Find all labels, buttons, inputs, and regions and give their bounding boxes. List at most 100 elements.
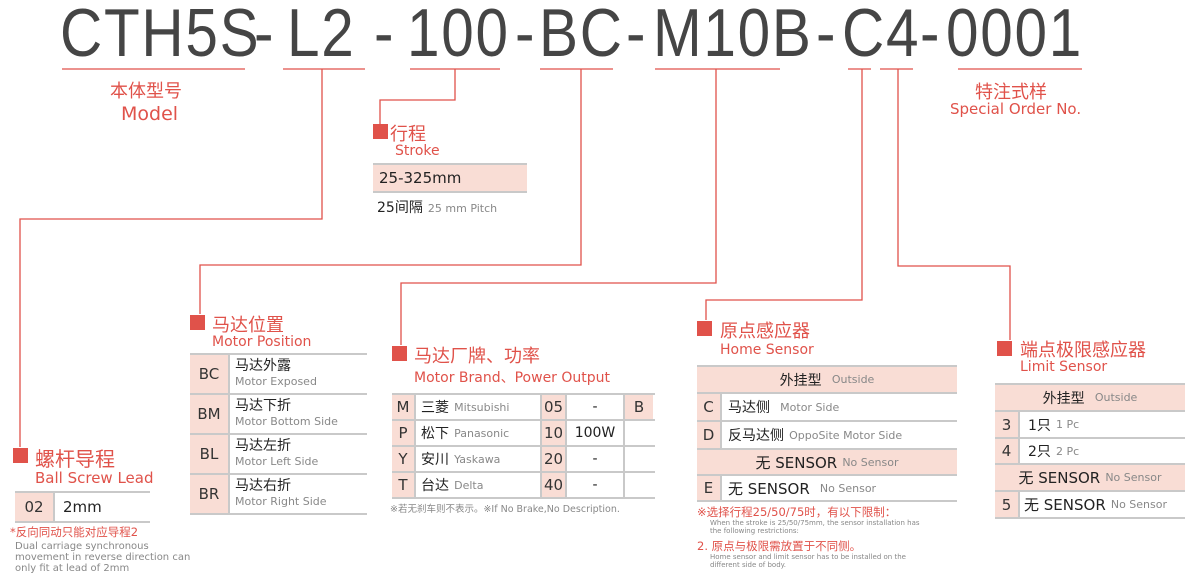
limit_sensor-header-cn: 外挂型 xyxy=(1042,390,1085,407)
bullet-square-icon xyxy=(190,315,205,330)
home_sensor-header2-en: No Sensor xyxy=(842,455,899,469)
motor_brand-rows-2-power: 20 xyxy=(542,447,567,471)
motor-brand-title: 马达厂牌、功率 xyxy=(414,346,540,367)
table-row: E 无 SENSOR No Sensor xyxy=(697,476,957,502)
home_sensor-rows-0-cn: 马达侧 xyxy=(728,400,770,416)
lead-note_en-0: Dual carriage synchronous xyxy=(15,541,149,552)
home-sensor-note1-en: When the stroke is 25/50/75mm, the senso… xyxy=(710,519,920,535)
motor_position-rows-1-cn: 马达下折 xyxy=(235,398,291,414)
table-row: BC 马达外露 Motor Exposed xyxy=(190,355,367,395)
motor_position-rows-1-code: BM xyxy=(190,395,230,433)
brake-code: B xyxy=(625,395,653,419)
code-motor-brand: M10B xyxy=(653,0,813,71)
bullet-square-icon xyxy=(997,341,1012,356)
code-lead: L2 xyxy=(287,0,356,71)
motor_brand-rows-2-en: Yaskawa xyxy=(454,452,501,466)
motor_brand-rows-0-en: Mitsubishi xyxy=(454,400,510,414)
model-label-en: Model xyxy=(121,103,179,125)
limit_sensor-rows-0-code: 3 xyxy=(995,412,1020,437)
model-label-cn: 本体型号 xyxy=(110,81,182,102)
lead-note_en-1: movement in reverse direction can xyxy=(15,552,191,563)
home_sensor-rows-0-en: Motor Side xyxy=(780,400,840,414)
motor_brand-rows-0-power: 05 xyxy=(542,395,567,419)
special-label-en: Special Order No. xyxy=(950,100,1082,118)
lead-title: 螺杆导程 xyxy=(35,447,115,471)
home-sensor-table: 外挂型 Outside C 马达侧 Motor Side D 反马达侧 OppoSi… xyxy=(697,365,957,502)
home_sensor-note2_en-0: Home sensor and limit sensor has to be i… xyxy=(710,553,906,561)
home-sensor-subtitle: Home Sensor xyxy=(720,342,814,358)
limit_sensor-rows-1-cn: 2只 xyxy=(1028,444,1051,460)
table-row: BR 马达右折 Motor Right Side xyxy=(190,475,367,515)
limit-sensor-subtitle: Limit Sensor xyxy=(1020,359,1108,375)
bullet-square-icon xyxy=(697,321,712,336)
table-row: M 三菱 Mitsubishi 05- B xyxy=(392,395,655,421)
code-dash: - xyxy=(515,0,537,71)
home-sensor-title: 原点感应器 xyxy=(720,321,810,342)
motor_position-rows-3-code: BR xyxy=(190,475,230,513)
home_sensor-rows2-0-en: No Sensor xyxy=(819,481,877,495)
lead-note-en: Dual carriage synchronous movement in rev… xyxy=(15,541,190,574)
limit_sensor-header-en: Outside xyxy=(1094,391,1138,404)
motor_brand-rows-3-power: 40 xyxy=(542,473,567,497)
home_sensor-header2-cn: 无 SENSOR xyxy=(755,453,838,472)
lead-subtitle: Ball Screw Lead xyxy=(35,469,154,487)
table-row: D 反马达侧 OppoSite Motor Side xyxy=(697,422,957,450)
home_sensor-rows-1-code: D xyxy=(697,422,722,448)
table-row: P 松下 Panasonic 10 100W xyxy=(392,421,655,447)
motor_brand-rows-0-watt: - xyxy=(567,395,625,419)
table-row: T 台达 Delta 40- xyxy=(392,473,655,499)
home_sensor-rows2-0-code: E xyxy=(697,476,722,500)
code-dash: - xyxy=(816,0,838,71)
table-row: BM 马达下折 Motor Bottom Side xyxy=(190,395,367,435)
motor_brand-rows-1-code: P xyxy=(392,421,416,445)
bullet-square-icon xyxy=(13,448,28,463)
motor_position-rows-2-code: BL xyxy=(190,435,230,473)
limit_sensor-header2-en: No Sensor xyxy=(1105,471,1162,484)
motor_position-rows-3-en: Motor Right Side xyxy=(235,495,327,508)
code-dash: - xyxy=(254,0,276,71)
home_sensor-rows-1-en: OppoSite Motor Side xyxy=(789,428,903,442)
limit-sensor-title: 端点极限感应器 xyxy=(1020,340,1146,361)
home-sensor-note2: 2. 原点与极限需放置于不同侧。 xyxy=(697,539,862,553)
motor_brand-rows-0-code: M xyxy=(392,395,416,419)
motor_position-rows-2-en: Motor Left Side xyxy=(235,455,319,468)
motor_brand-rows-3-en: Delta xyxy=(454,478,484,492)
motor_position-rows-1-en: Motor Bottom Side xyxy=(235,415,338,428)
home-sensor-note2-en: Home sensor and limit sensor has to be i… xyxy=(710,553,906,569)
table-row: 3 1只 1 Pc xyxy=(995,412,1185,439)
table-row: C 马达侧 Motor Side xyxy=(697,394,957,422)
limit-sensor-table: 外挂型 Outside 3 1只 1 Pc 4 2只 2 Pc 无 SENSOR N… xyxy=(995,383,1185,519)
home_sensor-header-en: Outside xyxy=(831,373,875,386)
motor-position-subtitle: Motor Position xyxy=(212,334,312,350)
code-series: CTH5S xyxy=(60,0,261,71)
home_sensor-header-cn: 外挂型 xyxy=(779,372,822,389)
motor-brand-note: ※若无刹车则不表示。※If No Brake,No Description. xyxy=(390,504,620,515)
motor_brand-rows-2-watt: - xyxy=(567,447,625,471)
motor-position-table: BC 马达外露 Motor Exposed BM 马达下折 Motor Bottom S… xyxy=(190,353,367,515)
code-dash: - xyxy=(374,0,396,71)
home-sensor-note1: ※选择行程25/50/75时，有以下限制： xyxy=(697,505,897,519)
home_sensor-rows-0-code: C xyxy=(697,394,722,420)
motor_brand-rows-3-cn: 台达 xyxy=(421,478,449,494)
motor_position-rows-3-cn: 马达右折 xyxy=(235,478,291,494)
motor_position-rows-0-en: Motor Exposed xyxy=(235,375,317,388)
motor-position-title: 马达位置 xyxy=(212,315,284,336)
stroke-pitch-cn: 25间隔 xyxy=(377,200,423,216)
limit_sensor-rows-1-code: 4 xyxy=(995,439,1020,463)
stroke-subtitle: Stroke xyxy=(395,143,440,159)
code-dash: - xyxy=(626,0,648,71)
code-dash: - xyxy=(920,0,942,71)
table-row: 4 2只 2 Pc xyxy=(995,439,1185,465)
limit_sensor-rows-0-cn: 1只 xyxy=(1028,417,1051,434)
home_sensor-rows-1-cn: 反马达侧 xyxy=(728,428,784,444)
limit_sensor-rows2-0-code: 5 xyxy=(995,492,1020,517)
limit_sensor-header2-cn: 无 SENSOR xyxy=(1018,469,1101,487)
stroke-pitch-en: 25 mm Pitch xyxy=(427,202,498,215)
code-special: 0001 xyxy=(946,0,1083,71)
home_sensor-rows2-0-cn: 无 SENSOR xyxy=(728,479,810,498)
motor_position-rows-0-code: BC xyxy=(190,355,230,393)
stroke-title: 行程 xyxy=(390,124,426,145)
motor_brand-rows-1-cn: 松下 xyxy=(421,426,449,442)
